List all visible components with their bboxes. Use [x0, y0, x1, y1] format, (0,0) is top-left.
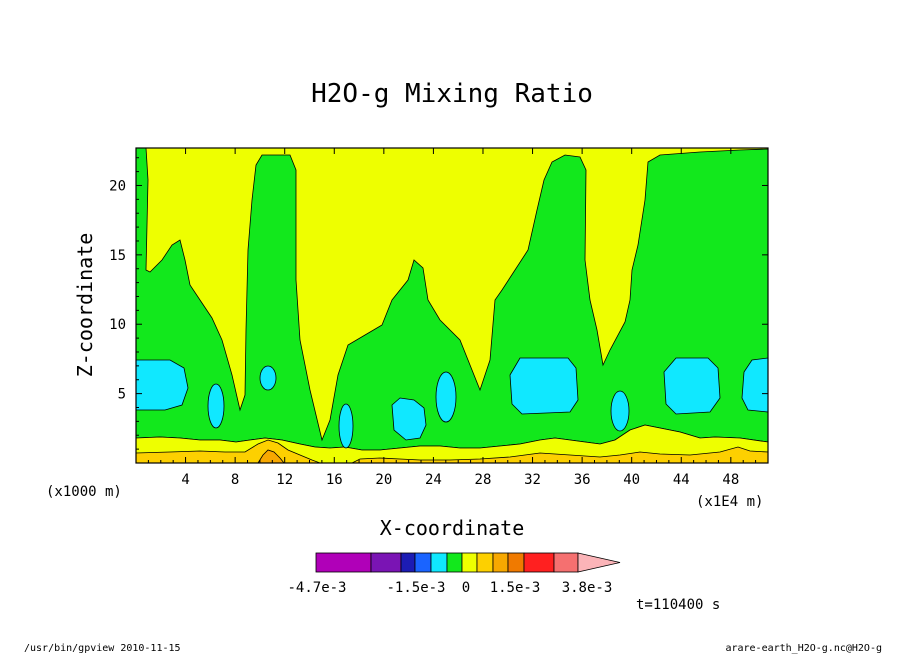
y-tick-label: 10 [109, 317, 126, 333]
x-tick-label: 40 [623, 472, 640, 488]
colorbar: -4.7e-3 -1.5e-3 0 1.5e-3 3.8e-3 [287, 552, 621, 596]
cyan-region [207, 383, 225, 429]
time-label: t=110400 s [636, 597, 720, 613]
x-axis-ticks: 4 8 12 16 20 24 28 32 36 40 44 48 [147, 148, 757, 488]
colorbar-swatch [553, 552, 579, 573]
cyan-region [259, 365, 277, 391]
x-tick-label: 16 [326, 472, 343, 488]
x-tick-label: 20 [375, 472, 392, 488]
colorbar-extend-arrow [577, 552, 621, 573]
contour-fills [135, 147, 769, 464]
colorbar-label: 1.5e-3 [490, 580, 541, 596]
colorbar-swatch [523, 552, 555, 573]
y-tick-label: 5 [118, 387, 126, 403]
footer-right-text: arare-earth_H2O-g.nc@H2O-g [725, 643, 882, 654]
colorbar-label: 0 [462, 580, 470, 596]
cyan-contour-regions [135, 357, 769, 449]
cyan-region [610, 390, 630, 432]
x-unit-left-label: (x1000 m) [46, 484, 122, 500]
colorbar-swatch [461, 552, 478, 573]
cyan-region [435, 371, 457, 423]
cyan-region [338, 403, 354, 449]
x-tick-label: 12 [276, 472, 293, 488]
colorbar-swatch [492, 552, 509, 573]
footer-left-text: /usr/bin/gpview 2010-11-15 [24, 643, 181, 654]
y-tick-label: 20 [109, 178, 126, 194]
x-tick-label: 8 [231, 472, 239, 488]
colorbar-swatch [400, 552, 416, 573]
colorbar-swatch [430, 552, 448, 573]
cyan-region [663, 357, 721, 415]
colorbar-label: 3.8e-3 [562, 580, 613, 596]
chart-title: H2O-g Mixing Ratio [311, 79, 593, 109]
cyan-region [391, 397, 427, 441]
x-tick-label: 32 [524, 472, 541, 488]
y-axis-label: Z-coordinate [73, 233, 97, 378]
plot-frame [135, 147, 769, 464]
colorbar-label: -4.7e-3 [287, 580, 346, 596]
x-unit-right-label: (x1E4 m) [696, 494, 763, 510]
x-tick-label: 4 [181, 472, 189, 488]
colorbar-swatch [315, 552, 372, 573]
colorbar-swatch [446, 552, 463, 573]
cyan-region [135, 359, 189, 411]
cyan-region [509, 357, 579, 415]
x-tick-label: 44 [673, 472, 690, 488]
y-tick-label: 15 [109, 248, 126, 264]
x-tick-label: 48 [722, 472, 739, 488]
colorbar-swatch [370, 552, 402, 573]
y-axis-ticks: 5 10 15 20 [109, 157, 768, 450]
colorbar-swatch [507, 552, 525, 573]
colorbar-swatch [476, 552, 494, 573]
colorbar-label: -1.5e-3 [386, 580, 445, 596]
colorbar-swatch [414, 552, 432, 573]
x-tick-label: 28 [475, 472, 492, 488]
x-tick-label: 24 [425, 472, 442, 488]
x-axis-label: X-coordinate [380, 516, 525, 540]
x-tick-label: 36 [574, 472, 591, 488]
